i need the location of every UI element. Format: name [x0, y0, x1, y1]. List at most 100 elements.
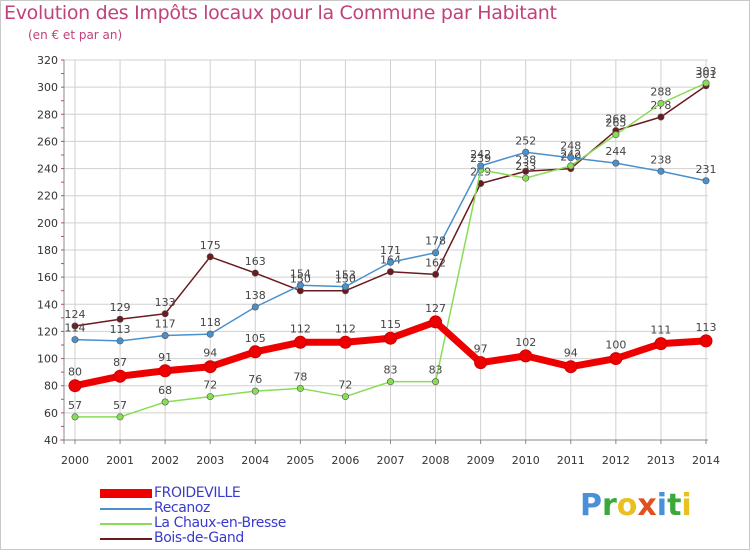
data-label: 57	[113, 399, 127, 412]
data-point	[161, 331, 169, 339]
data-label: 150	[335, 273, 356, 286]
data-label: 117	[155, 318, 176, 331]
data-point	[522, 174, 530, 182]
x-tick-label: 2014	[692, 454, 720, 467]
data-point	[293, 335, 307, 349]
chart-title: Evolution des Impôts locaux pour la Comm…	[4, 2, 557, 24]
data-label: 268	[605, 113, 626, 126]
data-label: 112	[335, 322, 356, 335]
data-label: 57	[68, 399, 82, 412]
legend-label: FROIDEVILLE	[154, 485, 241, 501]
data-label: 138	[245, 289, 266, 302]
x-tick-label: 2000	[61, 454, 89, 467]
data-point	[612, 131, 620, 139]
data-label: 163	[245, 255, 266, 268]
x-tick-label: 2001	[106, 454, 134, 467]
data-point	[251, 303, 259, 311]
y-tick-label: 100	[37, 353, 58, 366]
y-tick-label: 260	[37, 135, 58, 148]
y-tick-label: 80	[44, 380, 58, 393]
data-label: 303	[696, 65, 717, 78]
legend-label: Bois-de-Gand	[154, 530, 244, 546]
data-point	[71, 413, 79, 421]
data-label: 238	[650, 153, 671, 166]
legend-label: Recanoz	[154, 500, 210, 516]
data-label: 248	[560, 140, 581, 153]
data-point	[158, 364, 172, 378]
data-label: 76	[248, 373, 262, 386]
data-point	[519, 349, 533, 363]
data-label: 238	[515, 153, 536, 166]
data-label: 233	[515, 160, 536, 173]
data-label: 113	[110, 323, 131, 336]
data-point	[567, 154, 575, 162]
data-label: 83	[384, 364, 398, 377]
data-point	[386, 378, 394, 386]
data-point	[474, 356, 488, 370]
x-tick-label: 2003	[196, 454, 224, 467]
data-point	[564, 360, 578, 374]
data-point	[386, 268, 394, 276]
data-point	[612, 159, 620, 167]
data-point	[338, 335, 352, 349]
data-label: 112	[290, 322, 311, 335]
data-point	[609, 352, 623, 366]
data-point	[161, 310, 169, 318]
data-label: 150	[290, 273, 311, 286]
data-label: 178	[425, 235, 446, 248]
data-point	[657, 167, 665, 175]
data-point	[251, 387, 259, 395]
data-label: 301	[696, 68, 717, 81]
data-label: 252	[515, 134, 536, 147]
data-label: 162	[425, 256, 446, 269]
data-point	[522, 148, 530, 156]
data-label: 72	[338, 379, 352, 392]
data-point	[567, 162, 575, 170]
x-tick-label: 2007	[377, 454, 405, 467]
y-tick-label: 40	[44, 434, 58, 447]
data-point	[206, 393, 214, 401]
x-tick-label: 2002	[151, 454, 179, 467]
y-tick-label: 160	[37, 271, 58, 284]
data-point	[654, 337, 668, 351]
y-tick-label: 140	[37, 298, 58, 311]
data-label: 68	[158, 384, 172, 397]
data-label: 114	[65, 322, 86, 335]
data-label: 127	[425, 302, 446, 315]
x-tick-label: 2012	[602, 454, 630, 467]
x-tick-label: 2008	[422, 454, 450, 467]
data-label: 288	[650, 85, 671, 98]
data-point	[384, 331, 397, 345]
data-label: 115	[380, 318, 401, 331]
data-point	[296, 281, 304, 289]
data-label: 129	[110, 301, 131, 314]
data-label: 87	[113, 356, 127, 369]
y-tick-label: 280	[37, 108, 58, 121]
legend-swatch	[100, 516, 152, 531]
data-point	[116, 315, 124, 323]
data-point	[702, 177, 710, 185]
x-tick-label: 2011	[557, 454, 585, 467]
x-tick-label: 2013	[647, 454, 675, 467]
data-label: 78	[293, 370, 307, 383]
data-point	[522, 167, 530, 175]
data-label: 231	[696, 163, 717, 176]
data-label: 94	[203, 347, 217, 360]
data-point	[657, 99, 665, 107]
data-point	[113, 369, 127, 383]
y-tick-label: 60	[44, 407, 58, 420]
legend-swatch	[100, 501, 152, 516]
data-point	[206, 253, 214, 261]
data-label: 153	[335, 269, 356, 282]
data-point	[429, 315, 443, 329]
data-point	[251, 269, 259, 277]
data-label: 83	[429, 364, 443, 377]
data-point	[702, 79, 710, 87]
y-tick-label: 320	[37, 54, 58, 67]
data-point	[657, 113, 665, 121]
data-point	[206, 330, 214, 338]
legend-label: La Chaux-en-Bresse	[154, 515, 286, 531]
data-point	[386, 258, 394, 266]
data-label: 265	[605, 117, 626, 130]
